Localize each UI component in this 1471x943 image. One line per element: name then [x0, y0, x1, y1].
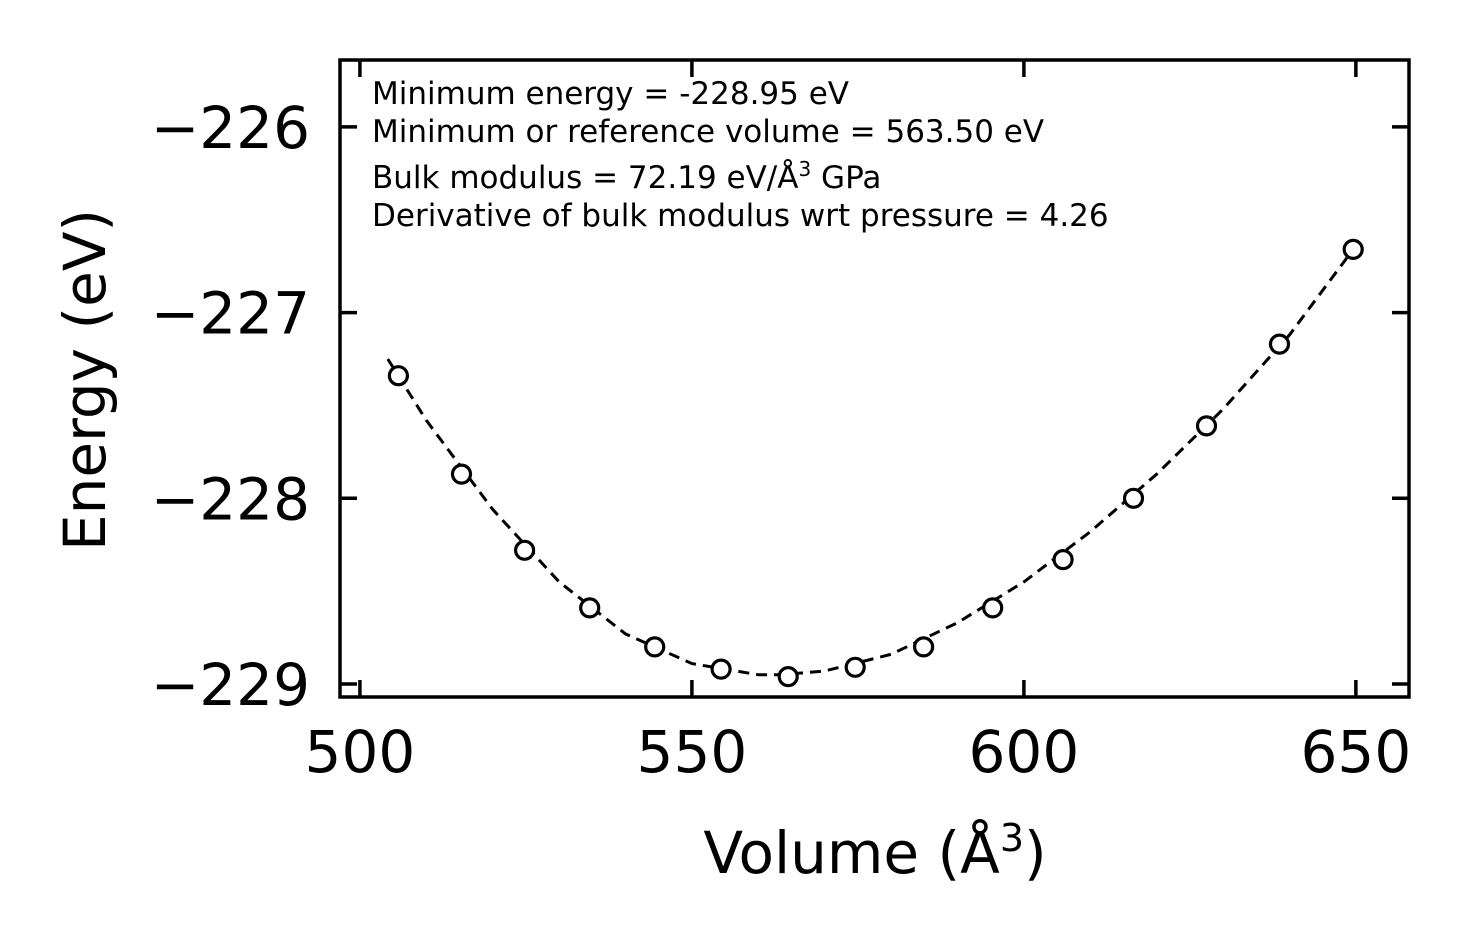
x-axis-label-text: Volume (Å: [703, 818, 1000, 887]
data-point: [1268, 333, 1291, 355]
annotation-ref-volume: Minimum or reference volume = 563.50 eV: [372, 114, 1044, 150]
x-axis-label-sup: 3: [1000, 816, 1024, 860]
fit-curve-layer: [386, 248, 1355, 677]
x-tick-label: 550: [637, 718, 748, 786]
data-point: [387, 365, 409, 387]
x-axis-label-close: ): [1024, 819, 1047, 887]
data-point: [644, 636, 666, 658]
annotation-bulk-modulus-unit: GPa: [811, 160, 881, 196]
y-axis-label: Energy (eV): [51, 209, 119, 551]
data-point: [1052, 548, 1074, 571]
data-points-layer: [387, 238, 1364, 688]
plot-frame: [338, 58, 1411, 699]
x-tick-label: 650: [1301, 718, 1412, 786]
data-point: [912, 636, 935, 658]
annotation-bulk-modulus-text: Bulk modulus = 72.19 eV/Å: [372, 160, 798, 196]
data-point: [982, 597, 1004, 619]
x-axis-label: Volume (Å3): [703, 816, 1046, 887]
ticks-layer: 500 550 600 650 −226 −227 −228 −229: [151, 60, 1412, 786]
x-tick-label: 500: [305, 718, 416, 786]
annotation-bulk-modulus: Bulk modulus = 72.19 eV/Å3 GPa: [372, 157, 881, 196]
data-point: [777, 665, 799, 688]
y-tick-label: −227: [151, 280, 310, 348]
annotation-bulk-modulus-sup: 3: [798, 157, 811, 181]
y-tick-label: −226: [151, 94, 310, 162]
data-point: [450, 463, 473, 485]
y-tick-label: −229: [151, 651, 310, 719]
data-point: [1342, 238, 1364, 260]
annotation-box: Minimum energy = -228.95 eV Minimum or r…: [372, 76, 1109, 234]
annotation-bulk-modulus-derivative: Derivative of bulk modulus wrt pressure …: [372, 198, 1109, 234]
data-point: [710, 658, 732, 680]
fit-curve: [386, 248, 1355, 677]
annotation-min-energy: Minimum energy = -228.95 eV: [372, 76, 849, 112]
y-tick-label: −228: [151, 465, 310, 533]
data-point: [1195, 415, 1218, 437]
x-tick-label: 600: [969, 718, 1080, 786]
data-point: [844, 656, 866, 678]
data-point: [579, 597, 601, 619]
data-point: [1122, 487, 1145, 509]
data-point: [513, 539, 536, 561]
